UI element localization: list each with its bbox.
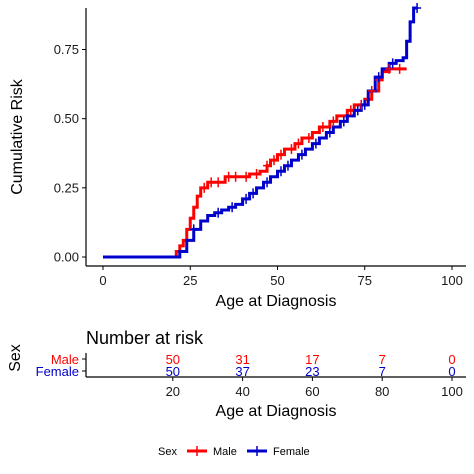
risk-table-title: Number at risk (86, 328, 204, 348)
risk-count: 50 (166, 364, 180, 379)
risk-count: 7 (379, 352, 386, 367)
x-tick-label: 50 (270, 273, 284, 288)
cumulative-risk-plot: 0.00 0.25 0.50 0.75 0 25 50 75 100 Age at Diagn… (9, 3, 466, 310)
risk-count: 23 (305, 364, 319, 379)
x-tick-label: 75 (358, 273, 372, 288)
legend-title: Sex (158, 446, 177, 458)
risk-x-tick-label: 80 (375, 384, 389, 399)
y-axis-title: Cumulative Risk (9, 78, 26, 195)
risk-count: 31 (235, 352, 249, 367)
censor-marks (189, 3, 422, 235)
number-at-risk-table: Number at risk Sex Male 50 31 17 7 0 Female 50 3… (7, 328, 466, 420)
x-tick-label: 0 (99, 273, 106, 288)
risk-count: 0 (448, 352, 455, 367)
risk-count: 37 (235, 364, 249, 379)
y-tick-label: 0.00 (54, 250, 79, 265)
risk-count: 7 (379, 364, 386, 379)
x-tick-label: 100 (441, 273, 463, 288)
risk-table-y-title: Sex (7, 344, 24, 372)
risk-row-label-female: Female (36, 364, 79, 379)
legend-label-female: Female (273, 446, 310, 458)
y-tick-label: 0.50 (54, 111, 79, 126)
risk-row-label-male: Male (51, 352, 79, 367)
legend-label-male: Male (213, 446, 237, 458)
risk-table-x-ticks: 20 40 60 80 100 (166, 377, 463, 399)
risk-curve-male (103, 67, 407, 259)
risk-x-tick-label: 100 (441, 384, 463, 399)
x-axis-title: Age at Diagnosis (216, 293, 337, 310)
risk-x-tick-label: 20 (166, 384, 180, 399)
risk-x-tick-label: 40 (235, 384, 249, 399)
y-tick-label: 0.25 (54, 180, 79, 195)
risk-curve-female (103, 6, 418, 259)
risk-table-x-title: Age at Diagnosis (216, 403, 337, 420)
x-tick-label: 25 (183, 273, 197, 288)
legend: Sex Male Female (158, 446, 310, 458)
risk-curves (103, 6, 418, 259)
risk-count: 17 (305, 352, 319, 367)
risk-count: 50 (166, 352, 180, 367)
y-tick-label: 0.75 (54, 42, 79, 57)
risk-rows: Male 50 31 17 7 0 Female 50 37 23 7 0 (36, 352, 456, 379)
y-ticks: 0.00 0.25 0.50 0.75 (54, 42, 86, 265)
risk-x-tick-label: 60 (305, 384, 319, 399)
x-ticks: 0 25 50 75 100 (99, 266, 463, 288)
risk-count: 0 (448, 364, 455, 379)
